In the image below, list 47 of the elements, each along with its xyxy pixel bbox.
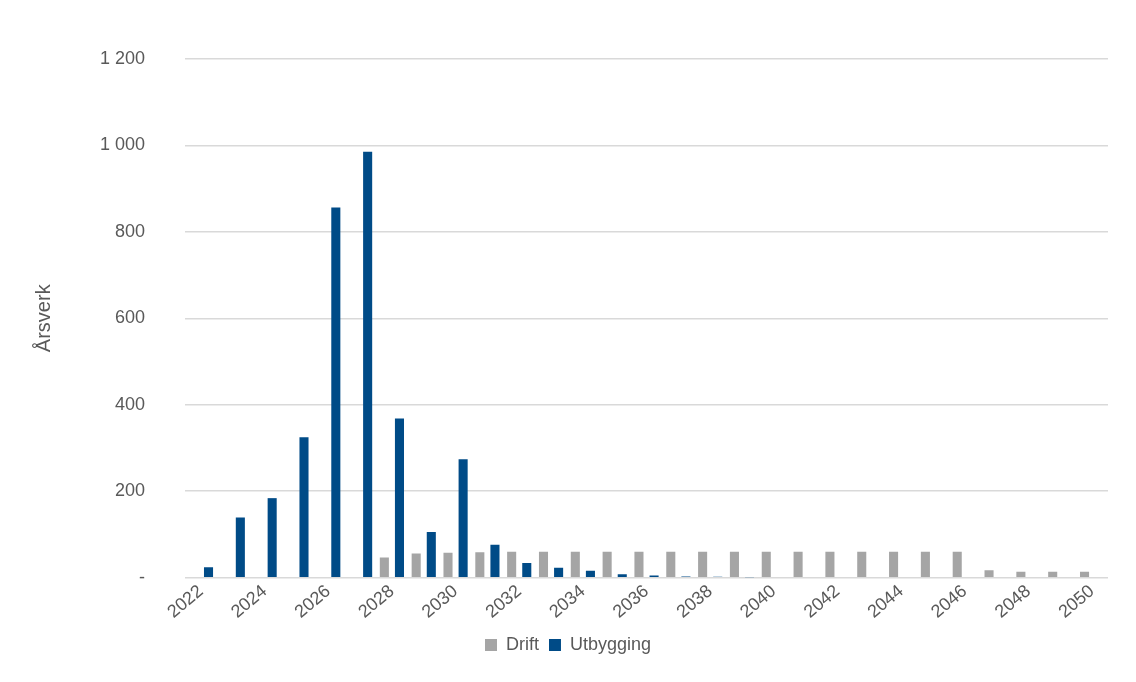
bar	[1048, 571, 1058, 577]
bar	[952, 551, 962, 577]
legend-label: Drift	[505, 633, 539, 654]
bar	[490, 544, 500, 577]
y-tick-label: -	[139, 566, 146, 587]
legend-label: Utbygging	[569, 633, 652, 654]
y-tick-label: 800	[115, 220, 146, 241]
bar	[235, 517, 245, 577]
bar	[554, 567, 564, 577]
bar	[538, 551, 549, 577]
bar	[394, 418, 405, 577]
bar	[363, 151, 373, 577]
bar	[889, 551, 899, 577]
y-tick-label: 400	[115, 393, 146, 414]
bar	[825, 551, 835, 577]
bar	[299, 437, 309, 577]
bar	[411, 553, 421, 577]
y-axis-title: Årsverk	[31, 283, 54, 353]
bar	[522, 563, 532, 577]
bar	[475, 552, 485, 577]
bar	[617, 574, 627, 577]
bar	[1079, 571, 1090, 577]
bar	[458, 459, 468, 577]
bar	[761, 551, 771, 577]
bar	[793, 551, 803, 577]
bar	[203, 567, 214, 577]
y-tick-label: 1 200	[100, 47, 146, 68]
y-tick-label: 200	[115, 480, 146, 501]
bar	[634, 551, 644, 577]
bar	[920, 551, 930, 577]
bar	[666, 551, 676, 577]
bar	[379, 557, 389, 577]
bar	[585, 570, 595, 577]
y-tick-label: 600	[115, 307, 146, 328]
bar	[507, 551, 517, 577]
bar	[443, 552, 453, 577]
bar	[331, 207, 341, 577]
bar	[729, 551, 739, 577]
bar	[698, 551, 708, 577]
bar	[1016, 571, 1026, 577]
bar	[570, 551, 580, 577]
bar	[857, 551, 867, 577]
bar	[602, 551, 612, 577]
bar	[267, 498, 277, 577]
bar	[984, 570, 994, 577]
bar	[426, 531, 436, 577]
y-tick-label: 1 000	[100, 134, 146, 155]
